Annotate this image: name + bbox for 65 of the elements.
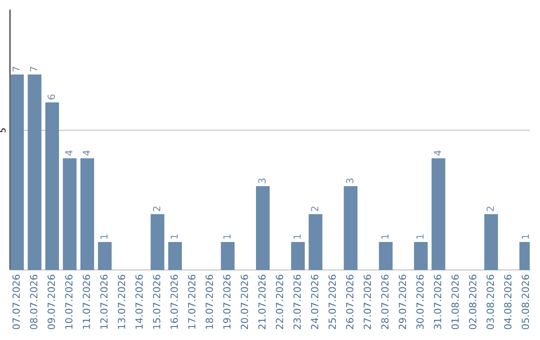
bar <box>45 102 59 270</box>
data-label: 2 <box>310 206 318 212</box>
data-label: 4 <box>434 150 442 156</box>
bar <box>220 242 235 270</box>
x-tick-label: 11.07.2026 <box>82 274 90 329</box>
data-label: 4 <box>65 150 72 156</box>
bar <box>344 186 358 270</box>
bar <box>10 74 24 270</box>
x-tick-label: 22.07.2026 <box>276 274 284 330</box>
data-label: 1 <box>381 234 388 239</box>
bar <box>150 214 164 270</box>
bar <box>168 242 182 270</box>
data-label: 7 <box>30 66 38 72</box>
x-tick-label: 07.07.2026 <box>12 274 20 330</box>
x-tick-label: 24.07.2026 <box>310 274 318 330</box>
data-label: 1 <box>416 234 424 239</box>
bar <box>432 158 446 270</box>
x-tick-label: 03.08.2026 <box>486 274 494 330</box>
bar <box>308 214 322 270</box>
x-tick-label: 17.07.2026 <box>188 274 196 329</box>
bar <box>484 214 498 270</box>
data-label: 1 <box>294 234 301 239</box>
data-label: 1 <box>100 234 108 239</box>
x-tick-label: 21.07.2026 <box>258 274 266 330</box>
x-tick-label: 30.07.2026 <box>416 274 424 330</box>
bar <box>80 158 94 270</box>
bar <box>378 242 393 270</box>
bar <box>98 242 112 270</box>
x-tick-label: 23.07.2026 <box>293 274 301 330</box>
data-label: 7 <box>12 66 20 72</box>
x-tick-label: 02.08.2026 <box>469 274 476 330</box>
bar <box>62 158 77 270</box>
x-tick-label: 14.07.2026 <box>135 274 143 329</box>
x-tick-label: 18.07.2026 <box>206 274 213 329</box>
bar <box>414 242 428 270</box>
x-tick-label: 01.08.2026 <box>451 274 459 330</box>
data-label: 2 <box>152 206 160 212</box>
x-tick-label: 09.07.2026 <box>48 274 55 330</box>
x-tick-label: 26.07.2026 <box>346 274 354 330</box>
data-label: 4 <box>82 150 90 156</box>
x-tick-label: 13.07.2026 <box>118 274 126 329</box>
data-label: 1 <box>170 234 178 239</box>
bar <box>28 74 42 270</box>
x-tick-label: 27.07.2026 <box>364 274 372 330</box>
data-label: 1 <box>522 234 529 239</box>
x-tick-label: 05.08.2026 <box>522 274 530 330</box>
x-tick-label: 28.07.2026 <box>381 274 389 330</box>
x-tick-label: 12.07.2026 <box>100 274 108 329</box>
data-label: 2 <box>486 206 494 212</box>
x-tick-label: 10.07.2026 <box>65 274 73 329</box>
bar <box>256 186 270 270</box>
x-tick-label: 16.07.2026 <box>170 274 178 329</box>
data-label: 6 <box>48 94 55 100</box>
x-tick-label: 08.07.2026 <box>30 274 38 330</box>
data-label: 1 <box>223 234 230 239</box>
x-tick-label: 04.08.2026 <box>504 274 512 330</box>
x-tick-label: 31.07.2026 <box>434 274 442 330</box>
x-tick-label: 20.07.2026 <box>240 274 248 330</box>
x-tick-label: 19.07.2026 <box>223 274 231 329</box>
x-tick-label: 25.07.2026 <box>328 274 336 330</box>
bar <box>291 242 305 270</box>
x-tick-label: 15.07.2026 <box>152 274 160 329</box>
data-label: 3 <box>346 178 354 184</box>
x-tick-label: 29.07.2026 <box>398 274 406 330</box>
data-label: 3 <box>258 178 266 184</box>
